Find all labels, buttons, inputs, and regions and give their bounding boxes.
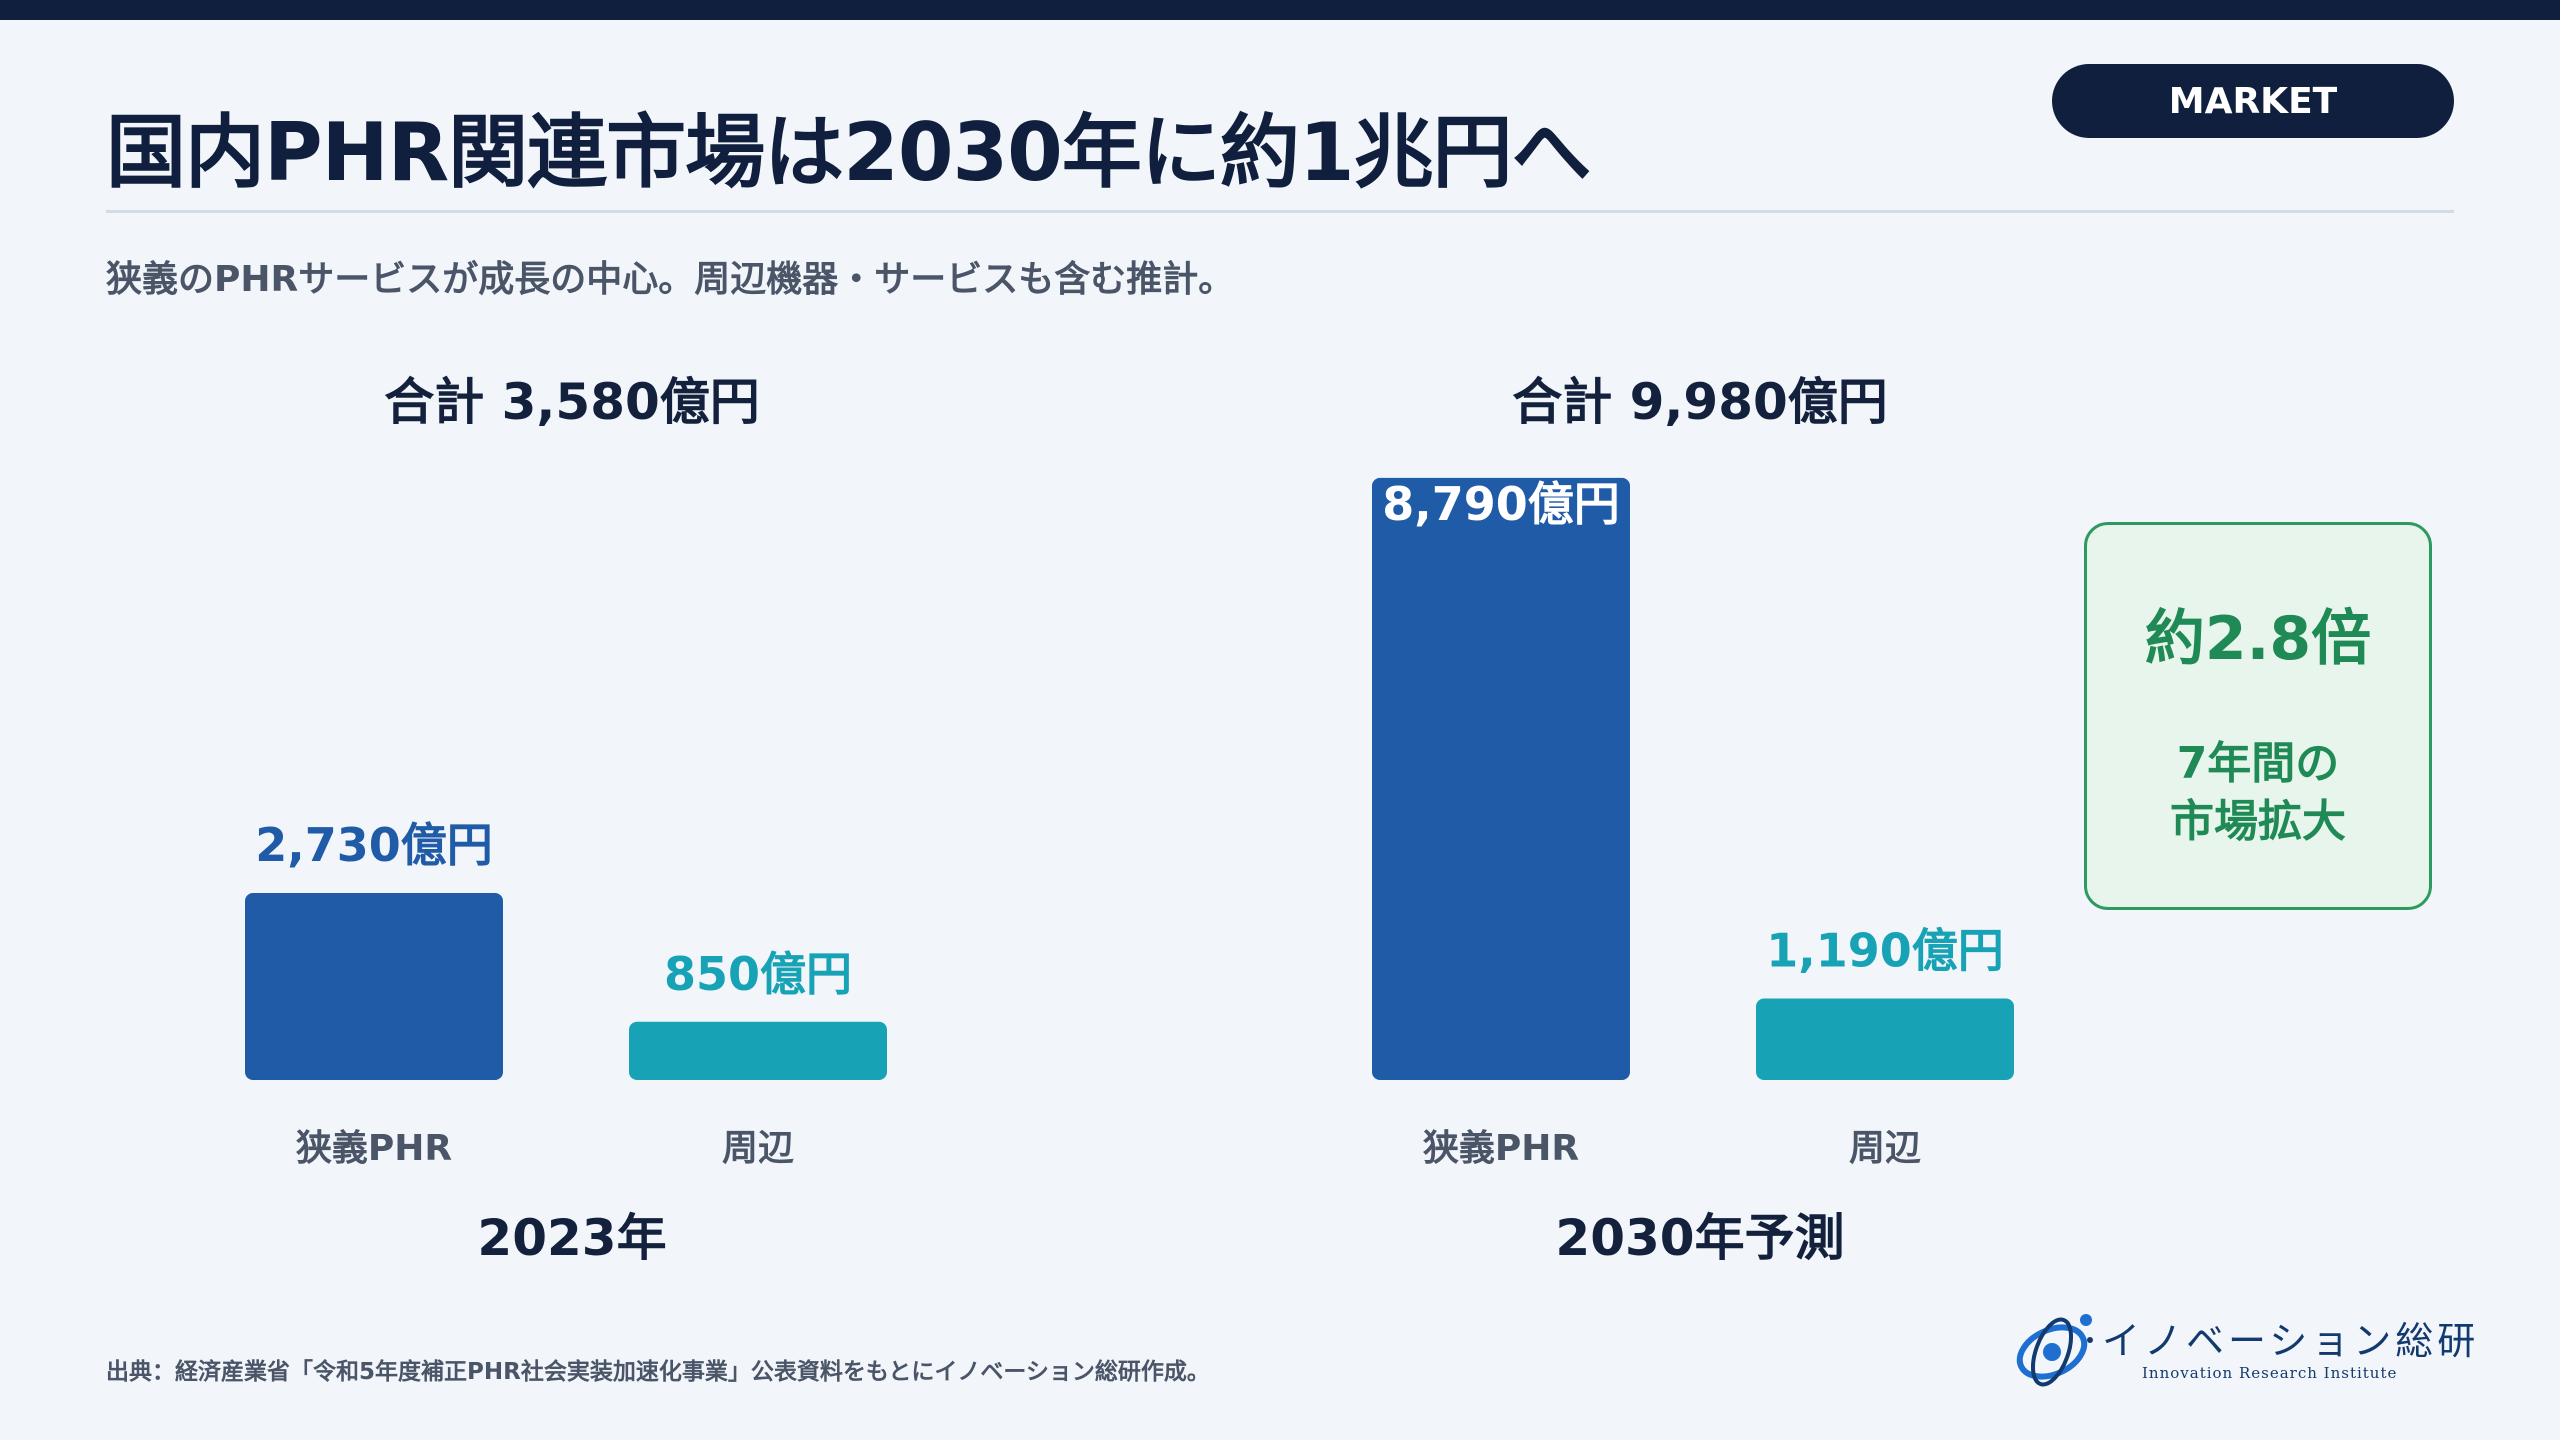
growth-line-1: 7年間の bbox=[2176, 738, 2340, 789]
total-label-2023: 合計 3,580億円 bbox=[384, 373, 760, 431]
year-label-2030: 2030年予測 bbox=[1555, 1209, 1845, 1267]
bar-0-0 bbox=[245, 892, 503, 1080]
top-bar bbox=[0, 0, 2560, 20]
value-label-0-1: 850億円 bbox=[664, 947, 852, 1001]
source-note: 出典：経済産業省「令和5年度補正PHR社会実装加速化事業」公表資料をもとにイノベ… bbox=[106, 1359, 1210, 1385]
category-label-1-1: 周辺 bbox=[1849, 1128, 1921, 1169]
logo-subtitle: Innovation Research Institute bbox=[2142, 1364, 2398, 1382]
logo-name: イノベーション総研 bbox=[2102, 1319, 2480, 1363]
category-label-1-0: 狭義PHR bbox=[1423, 1128, 1579, 1169]
year-label-2023: 2023年 bbox=[477, 1209, 667, 1267]
growth-description: 7年間の 市場拡大 bbox=[2087, 735, 2429, 851]
bar-0-1 bbox=[629, 1021, 887, 1080]
growth-line-2: 市場拡大 bbox=[2170, 796, 2346, 847]
category-label-0-1: 周辺 bbox=[722, 1128, 794, 1169]
bar-1-1 bbox=[1756, 998, 2014, 1080]
title-divider bbox=[106, 210, 2454, 213]
growth-callout: 約2.8倍 7年間の 市場拡大 bbox=[2084, 522, 2432, 910]
market-badge: MARKET bbox=[2052, 64, 2454, 138]
value-label-1-0: 8,790億円 bbox=[1382, 477, 1620, 531]
value-label-1-1: 1,190億円 bbox=[1766, 923, 2004, 977]
page-title: 国内PHR関連市場は2030年に約1兆円へ bbox=[106, 106, 1592, 199]
total-label-2030: 合計 9,980億円 bbox=[1512, 373, 1888, 431]
bar-1-0 bbox=[1372, 477, 1630, 1080]
growth-ratio: 約2.8倍 bbox=[2144, 604, 2372, 674]
value-label-0-0: 2,730億円 bbox=[255, 818, 493, 872]
company-logo: イノベーション総研 Innovation Research Institute bbox=[2012, 1306, 2475, 1392]
page-subtitle: 狭義のPHRサービスが成長の中心。周辺機器・サービスも含む推計。 bbox=[106, 259, 1235, 300]
category-label-0-0: 狭義PHR bbox=[296, 1128, 452, 1169]
atom-logo-icon bbox=[2016, 1314, 2093, 1387]
